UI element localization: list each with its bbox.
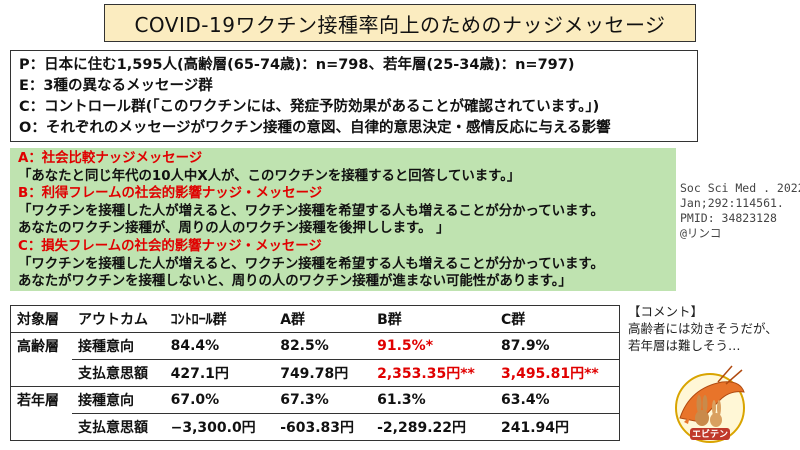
value-cell: 241.94円 bbox=[495, 413, 621, 441]
value-cell: 67.0% bbox=[164, 386, 275, 414]
citation-pmid: PMID: 34823128 bbox=[680, 211, 777, 225]
comment-heading: 【コメント】 bbox=[628, 304, 704, 319]
group-label: 若年層 bbox=[10, 386, 73, 414]
pico-outcome: O：それぞれのメッセージがワクチン接種の意図、自律的意思決定・感情反応に与える影… bbox=[19, 120, 611, 136]
pico-population: P：日本に住む1,595人(高齢層(65-74歳)：n=798、若年層(25-3… bbox=[19, 57, 575, 73]
outcome-cell: 接種意向 bbox=[72, 332, 165, 360]
results-table: 対象層 アウトカム ｺﾝﾄﾛｰﾙ群 A群 B群 C群 高齢層 接種意向 84.4… bbox=[10, 305, 621, 441]
table-row: 支払意思額 427.1円 749.78円 2,353.35円** 3,495.8… bbox=[10, 359, 621, 387]
table-row: 若年層 接種意向 67.0% 67.3% 61.3% 63.4% bbox=[10, 386, 621, 414]
table-row: 高齢層 接種意向 84.4% 82.5% 91.5%* 87.9% bbox=[10, 332, 621, 360]
citation-journal: Soc Sci Med . 2022 bbox=[680, 181, 800, 195]
message-b-title: B：利得フレームの社会的影響ナッジ・メッセージ bbox=[18, 186, 323, 202]
message-c-text-1: 「ワクチンを接種した人が増えると、ワクチン接種を希望する人も増えることが分かって… bbox=[18, 256, 604, 272]
comment-line-1: 高齢者には効きそうだが、 bbox=[628, 321, 778, 336]
header-cell: ｺﾝﾄﾛｰﾙ群 bbox=[164, 305, 275, 333]
value-cell: 61.3% bbox=[371, 386, 496, 414]
header-cell: A群 bbox=[274, 305, 372, 333]
comment-line-2: 若年層は難しそう… bbox=[628, 338, 741, 353]
value-cell: -603.83円 bbox=[274, 413, 372, 441]
header-cell: アウトカム bbox=[72, 305, 165, 333]
value-cell: -2,289.22円 bbox=[371, 413, 496, 441]
citation: Soc Sci Med . 2022 Jan;292:114561. PMID:… bbox=[680, 181, 800, 241]
logo-label: エビテン bbox=[692, 428, 728, 440]
value-cell: 91.5%* bbox=[371, 332, 496, 360]
message-a-text: 「あなたと同じ年代の10人中X人が、このワクチンを接種すると回答しています。」 bbox=[18, 168, 521, 184]
value-cell: 3,495.81円** bbox=[495, 359, 621, 387]
slide-title-text: COVID-19ワクチン接種率向上のためのナッジメッセージ bbox=[134, 12, 666, 37]
comment-box: 【コメント】 高齢者には効きそうだが、 若年層は難しそう… bbox=[628, 303, 778, 354]
nudge-messages: A：社会比較ナッジメッセージ 「あなたと同じ年代の10人中X人が、このワクチンを… bbox=[10, 148, 676, 291]
table-header-row: 対象層 アウトカム ｺﾝﾄﾛｰﾙ群 A群 B群 C群 bbox=[10, 305, 621, 333]
outcome-cell: 接種意向 bbox=[72, 386, 165, 414]
value-cell: 67.3% bbox=[274, 386, 372, 414]
group-label-empty bbox=[10, 413, 73, 441]
header-cell: C群 bbox=[495, 305, 621, 333]
message-b-text-2: あなたのワクチン接種が、周りの人のワクチン接種を後押しします。 」 bbox=[18, 221, 450, 237]
pico-exposure: E：3種の異なるメッセージ群 bbox=[19, 78, 213, 94]
value-cell: 749.78円 bbox=[274, 359, 372, 387]
citation-volume: Jan;292:114561. bbox=[680, 196, 784, 210]
group-label-empty bbox=[10, 359, 73, 387]
pico-summary: P：日本に住む1,595人(高齢層(65-74歳)：n=798、若年層(25-3… bbox=[10, 50, 698, 142]
value-cell: −3,300.0円 bbox=[164, 413, 275, 441]
value-cell: 427.1円 bbox=[164, 359, 275, 387]
pico-control: C：コントロール群(「このワクチンには、発症予防効果があることが確認されています… bbox=[19, 99, 600, 115]
citation-author: @リンコ bbox=[680, 226, 722, 240]
header-cell: B群 bbox=[371, 305, 496, 333]
outcome-cell: 支払意思額 bbox=[72, 413, 165, 441]
message-c-text-2: あなたがワクチンを接種しないと、周りの人のワクチン接種が進まない可能性があります… bbox=[18, 274, 572, 290]
message-c-title: C：損失フレームの社会的影響ナッジ・メッセージ bbox=[18, 238, 322, 254]
group-label: 高齢層 bbox=[10, 332, 73, 360]
value-cell: 84.4% bbox=[164, 332, 275, 360]
value-cell: 2,353.35円** bbox=[371, 359, 496, 387]
slide-title: COVID-19ワクチン接種率向上のためのナッジメッセージ bbox=[104, 4, 696, 42]
message-a-title: A：社会比較ナッジメッセージ bbox=[18, 151, 203, 166]
value-cell: 82.5% bbox=[274, 332, 372, 360]
value-cell: 63.4% bbox=[495, 386, 621, 414]
value-cell: 87.9% bbox=[495, 332, 621, 360]
header-cell: 対象層 bbox=[10, 305, 73, 333]
message-b-text-1: 「ワクチンを接種した人が増えると、ワクチン接種を希望する人も増えることが分かって… bbox=[18, 203, 604, 219]
table-row: 支払意思額 −3,300.0円 -603.83円 -2,289.22円 241.… bbox=[10, 413, 621, 441]
rabbit-shrimp-mascot-icon: エビテン bbox=[675, 365, 745, 443]
outcome-cell: 支払意思額 bbox=[72, 359, 165, 387]
